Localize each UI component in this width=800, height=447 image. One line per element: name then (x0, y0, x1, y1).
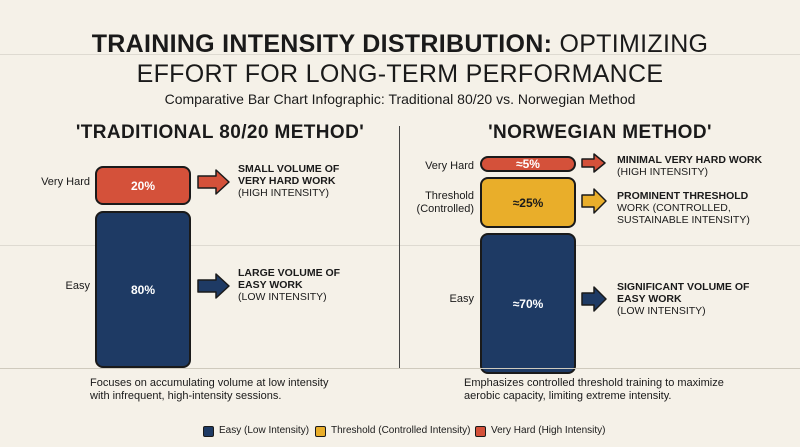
bar-left-very-hard: 20% (95, 166, 191, 205)
note-line: SIGNIFICANT VOLUME OF (617, 281, 750, 293)
note-line: SMALL VOLUME OF (238, 163, 340, 175)
arrow-right-very-hard (581, 153, 606, 173)
bar-right-threshold: ≈25% (480, 177, 576, 228)
legend-swatch-easy (203, 426, 214, 437)
left-label-easy: Easy (65, 280, 90, 292)
legend-label-very-hard: Very Hard (High Intensity) (491, 425, 606, 436)
note-line: SUSTAINABLE INTENSITY) (617, 214, 750, 226)
note-left-easy: LARGE VOLUME OF EASY WORK (LOW INTENSITY… (238, 267, 340, 303)
note-line: MINIMAL VERY HARD WORK (617, 154, 763, 166)
guide-line (0, 54, 800, 55)
right-label-easy: Easy (449, 293, 474, 305)
arrow-right-easy (581, 286, 607, 312)
section-divider (0, 368, 800, 369)
arrow-right-threshold (581, 188, 607, 214)
right-label-very-hard: Very Hard (425, 160, 474, 172)
guide-line (0, 245, 800, 246)
threshold-label-line2: (Controlled) (416, 203, 474, 215)
bar-right-easy: ≈70% (480, 233, 576, 374)
arrow-left-very-hard (197, 169, 230, 195)
note-line: EASY WORK (617, 293, 682, 305)
note-right-very-hard: MINIMAL VERY HARD WORK (HIGH INTENSITY) (617, 154, 762, 178)
bar-value-label: 80% (130, 282, 156, 297)
bar-value-label: ≈5% (516, 157, 540, 171)
legend: Easy (Low Intensity) Threshold (Controll… (0, 424, 800, 440)
desc-line: Emphasizes controlled threshold training… (464, 377, 724, 389)
page-title-line2: EFFORT FOR LONG-TERM PERFORMANCE (136, 60, 664, 88)
bar-right-very-hard: ≈5% (480, 156, 576, 172)
left-label-very-hard: Very Hard (41, 176, 90, 188)
subtitle: Comparative Bar Chart Infographic: Tradi… (164, 91, 636, 107)
note-line: (HIGH INTENSITY) (238, 187, 329, 199)
note-line: (HIGH INTENSITY) (617, 166, 708, 178)
note-line: WORK (CONTROLLED, (617, 202, 731, 214)
panel-divider (399, 126, 400, 368)
title-bold: TRAINING INTENSITY DISTRIBUTION: (91, 30, 553, 58)
desc-line: with infrequent, high-intensity sessions… (90, 390, 282, 402)
desc-line: aerobic capacity, limiting extreme inten… (464, 390, 672, 402)
desc-line: Focuses on accumulating volume at low in… (90, 377, 329, 389)
bar-value-label: ≈70% (512, 296, 544, 311)
note-right-threshold: PROMINENT THRESHOLD WORK (CONTROLLED, SU… (617, 190, 800, 226)
left-chart-title: 'TRADITIONAL 80/20 METHOD' (75, 122, 365, 143)
page-title-line1: TRAINING INTENSITY DISTRIBUTION: OPTIMIZ… (0, 30, 800, 59)
note-right-easy: SIGNIFICANT VOLUME OF EASY WORK (LOW INT… (617, 281, 749, 317)
note-line: VERY HARD WORK (238, 175, 336, 187)
threshold-label-line1: Threshold (425, 190, 474, 202)
bar-left-easy: 80% (95, 211, 191, 368)
note-line: PROMINENT THRESHOLD (617, 190, 749, 202)
bar-value-label: ≈25% (512, 195, 544, 210)
legend-swatch-threshold (315, 426, 326, 437)
legend-swatch-very-hard (475, 426, 486, 437)
note-left-very-hard: SMALL VOLUME OF VERY HARD WORK (HIGH INT… (238, 163, 339, 199)
left-description: Focuses on accumulating volume at low in… (90, 377, 328, 403)
arrow-left-easy (197, 273, 230, 299)
legend-label-easy: Easy (Low Intensity) (219, 425, 310, 436)
legend-label-threshold: Threshold (Controlled Intensity) (331, 425, 471, 436)
note-line: LARGE VOLUME OF (238, 267, 341, 279)
title-light: OPTIMIZING (552, 30, 709, 58)
note-line: EASY WORK (238, 279, 303, 291)
right-label-threshold: Threshold (Controlled) (400, 190, 474, 216)
right-description: Emphasizes controlled threshold training… (464, 377, 724, 403)
note-line: (LOW INTENSITY) (617, 305, 706, 317)
bar-value-label: 20% (130, 178, 156, 193)
right-chart-title: 'NORWEGIAN METHOD' (488, 122, 712, 143)
note-line: (LOW INTENSITY) (238, 291, 327, 303)
